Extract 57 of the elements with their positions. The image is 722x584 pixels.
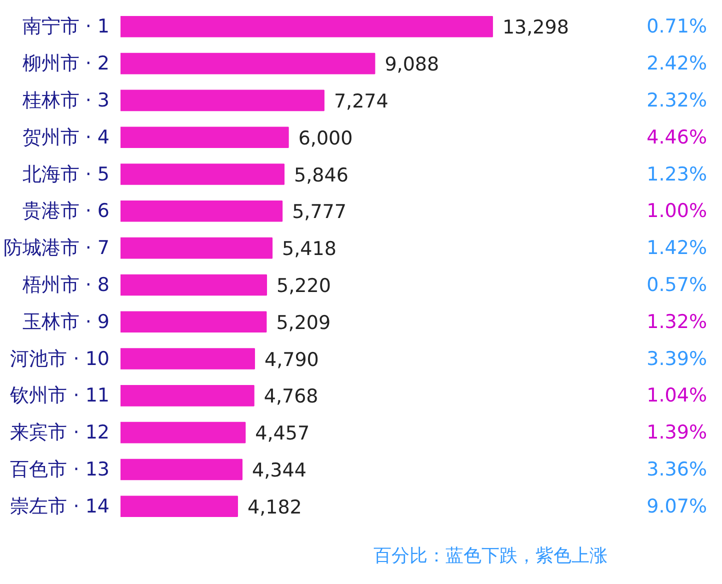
bar: [120, 385, 254, 406]
y-tick-label: 玉林市 · 9: [22, 310, 110, 333]
bar: [120, 274, 268, 296]
data-label: 4,790: [264, 348, 319, 371]
y-tick-label: 钦州市 · 11: [9, 384, 110, 407]
bar: [120, 422, 246, 444]
data-label: 1.39%: [646, 422, 707, 444]
y-tick-label: 来宾市 · 12: [10, 422, 110, 444]
data-label: 1.42%: [646, 237, 707, 260]
y-tick-label: 桂林市 · 3: [21, 89, 110, 112]
bar: [120, 90, 324, 112]
data-label: 2.42%: [646, 52, 707, 75]
y-tick-label: 百色市 · 13: [10, 458, 110, 480]
data-label: 4,768: [264, 386, 318, 408]
bar: [120, 52, 376, 74]
y-tick-label: 河池市 · 10: [10, 348, 110, 370]
data-label: 2.32%: [646, 89, 707, 112]
bar: [120, 496, 238, 518]
data-label: 5,209: [276, 312, 331, 334]
data-label: 5,418: [282, 238, 336, 260]
data-label: 9.07%: [646, 495, 707, 518]
data-label: 5,220: [276, 274, 331, 297]
data-label: 1.32%: [646, 310, 707, 333]
data-label: 9,088: [384, 54, 440, 76]
y-tick-label: 北海市 · 5: [22, 163, 110, 186]
data-label: 0.57%: [646, 274, 707, 296]
bar: [120, 458, 243, 480]
data-label: 7,274: [334, 90, 388, 112]
y-tick-label: 防城港市 · 7: [3, 237, 110, 260]
data-label: 4.46%: [646, 126, 707, 148]
bar: [120, 164, 285, 185]
data-label: 6,000: [298, 127, 353, 150]
data-label: 4,182: [247, 496, 302, 518]
y-tick-label: 梧州市 · 8: [21, 274, 110, 296]
y-tick-label: 柳州市 · 2: [22, 52, 110, 75]
bar: [120, 237, 273, 259]
data-label: 5,846: [294, 164, 348, 186]
y-tick-label: 贺州市 · 4: [22, 126, 110, 148]
data-label: 1.00%: [646, 200, 707, 222]
text: 百分比：蓝色下跌，紫色上涨: [374, 546, 608, 567]
data-label: 13,298: [502, 16, 569, 39]
data-label: 4,457: [255, 422, 310, 445]
data-label: 3.36%: [646, 458, 707, 480]
y-tick-label: 贵港市 · 6: [22, 200, 110, 222]
data-label: 3.39%: [646, 348, 707, 370]
data-label: 0.71%: [646, 16, 707, 38]
y-tick-label: 南宁市 · 1: [22, 16, 110, 38]
data-label: 5,777: [292, 201, 346, 224]
bar: [120, 348, 255, 370]
bar: [120, 311, 267, 333]
y-tick-label: 崇左市 · 14: [10, 495, 110, 518]
data-label: 1.23%: [646, 163, 707, 186]
data-label: 4,344: [252, 459, 306, 482]
data-label: 1.04%: [646, 384, 707, 407]
bar: [120, 126, 289, 148]
bar: [120, 200, 283, 222]
bar: [120, 16, 493, 38]
